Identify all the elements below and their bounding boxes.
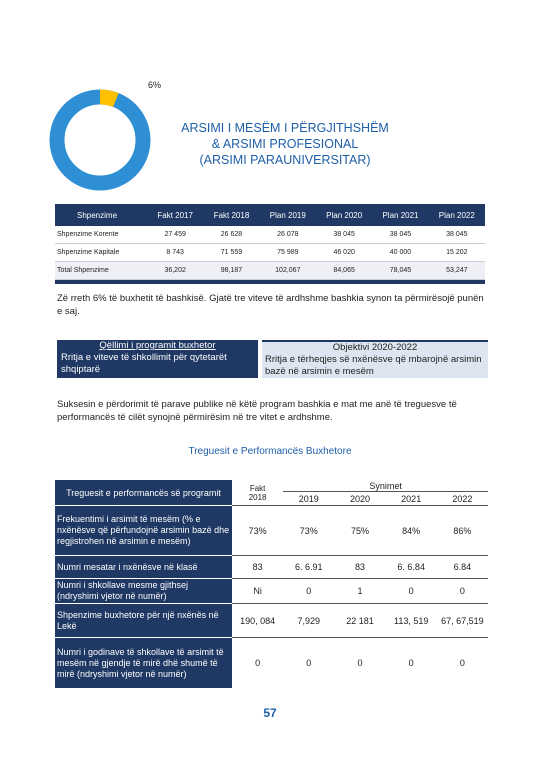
table-cell: 71 559	[203, 244, 260, 262]
donut-segment	[99, 89, 119, 108]
goal-text: Rritja e viteve të shkollimit për qyteta…	[61, 352, 227, 375]
table-cell: 73%	[232, 505, 284, 555]
header-cell: Fakt 2018	[203, 204, 260, 226]
header-cell: 2021	[401, 493, 422, 504]
table-cell: 190, 084	[232, 603, 284, 637]
table-cell: 0	[436, 578, 488, 603]
goal-cell: Qëllimi i programit buxhetor Rritja e vi…	[57, 340, 258, 378]
row-label: Frekuentimi i arsimit të mesëm (% e nxën…	[55, 505, 232, 555]
table-cell: 38 045	[316, 226, 373, 244]
table-cell: 6.84	[436, 555, 488, 578]
table-cell: 84,065	[316, 262, 373, 280]
paragraph: Zë rreth 6% të buxhetit të bashkisë. Gja…	[57, 293, 484, 317]
table-cell: 84%	[385, 505, 437, 555]
header-cell: 2020	[349, 493, 370, 504]
expenses-table: Shpenzime Fakt 2017 Fakt 2018 Plan 2019 Plan…	[55, 204, 485, 284]
row-label: Numri i godinave të shkollave të arsimit…	[55, 637, 232, 688]
table-cell: 36,202	[147, 262, 204, 280]
paragraph: Suksesin e përdorimit të parave publike …	[57, 399, 457, 423]
table-cell: 98,187	[203, 262, 260, 280]
table-cell: 75%	[334, 505, 386, 555]
header-cell: Fakt 2017	[147, 204, 204, 226]
table-cell: Ni	[232, 578, 284, 603]
objective-text: Rritja e tërheqjes së nxënësve që mbaroj…	[265, 354, 482, 377]
table-cell: 7,929	[283, 603, 335, 637]
title-line: (ARSIMI PARAUNIVERSITAR)	[199, 153, 371, 167]
header-cell: Plan 2020	[316, 204, 373, 226]
header-text: Fakt	[249, 483, 266, 493]
header-cell: Shpenzime	[55, 204, 147, 226]
header-cell: Synimet	[283, 480, 488, 492]
section-title: ARSIMI I MESËM I PËRGJITHSHËM & ARSIMI P…	[150, 120, 420, 168]
table-cell: 6. 6.84	[385, 555, 437, 578]
table-cell: 113, 519	[385, 603, 437, 637]
table-cell: 83	[334, 555, 386, 578]
header-cell: Plan 2022	[428, 204, 485, 226]
objective-title: Objektivi 2020-2022	[332, 342, 418, 353]
header-cell: Treguesit e performancës së programit	[55, 480, 232, 505]
table-cell: 83	[232, 555, 284, 578]
table-cell: 0	[385, 578, 437, 603]
donut-ring	[49, 89, 151, 191]
table-cell: 0	[436, 637, 488, 688]
table-cell: 73%	[283, 505, 335, 555]
title-line: ARSIMI I MESËM I PËRGJITHSHËM	[181, 121, 389, 135]
table-cell: 67, 67,519	[436, 603, 488, 637]
table-cell: 86%	[436, 505, 488, 555]
row-label: Shpenzime buxhetore për një nxënës në Le…	[55, 603, 232, 637]
table-cell: 15 202	[428, 244, 485, 262]
header-cell: 2019	[298, 493, 319, 504]
donut-chart	[49, 89, 151, 191]
table-rule	[55, 280, 485, 284]
header-cell: Plan 2021	[372, 204, 429, 226]
table-cell: 0	[283, 578, 335, 603]
page-number: 57	[263, 706, 277, 720]
table-cell: 38 045	[428, 226, 485, 244]
table-cell: 75 989	[259, 244, 316, 262]
table-cell: 53,247	[428, 262, 485, 280]
title-line: & ARSIMI PROFESIONAL	[211, 137, 359, 151]
goal-title: Qëllimi i programit buxhetor	[99, 340, 216, 351]
header-cell: 2022	[452, 493, 473, 504]
table-cell: 38 045	[372, 226, 429, 244]
performance-table: Treguesit e performancës së programit Fak…	[55, 480, 488, 688]
table-cell: 0	[232, 637, 284, 688]
table-cell: 102,067	[259, 262, 316, 280]
row-label: Numri i shkollave mesme gjithsej (ndrysh…	[55, 578, 232, 603]
table-cell: 27 459	[147, 226, 204, 244]
header-cell: Plan 2019	[259, 204, 316, 226]
objective-cell: Objektivi 2020-2022 Rritja e tërheqjes s…	[262, 340, 488, 378]
table-cell: 26 628	[203, 226, 260, 244]
table-cell: 22 181	[334, 603, 386, 637]
row-label: Total Shpenzime	[55, 262, 147, 280]
header-text: 2018	[248, 492, 267, 502]
table-cell: 40 000	[372, 244, 429, 262]
table-cell: 0	[334, 637, 386, 688]
table-cell: 8 743	[147, 244, 204, 262]
header-cell: Fakt 2018	[232, 480, 283, 505]
table-cell: 0	[385, 637, 437, 688]
table-title: Treguesit e Performancës Buxhetore	[188, 446, 352, 457]
table-cell: 1	[334, 578, 386, 603]
row-label: Shpenzime Korente	[55, 226, 147, 244]
table-cell: 78,045	[372, 262, 429, 280]
table-cell: 6. 6.91	[283, 555, 335, 578]
table-cell: 0	[283, 637, 335, 688]
table-cell: 46 020	[316, 244, 373, 262]
table-cell: 26 078	[259, 226, 316, 244]
row-label: Shpenzime Kapitale	[55, 244, 147, 262]
row-label: Numri mesatar i nxënësve në klasë	[55, 555, 232, 578]
donut-label: 6%	[148, 80, 162, 90]
